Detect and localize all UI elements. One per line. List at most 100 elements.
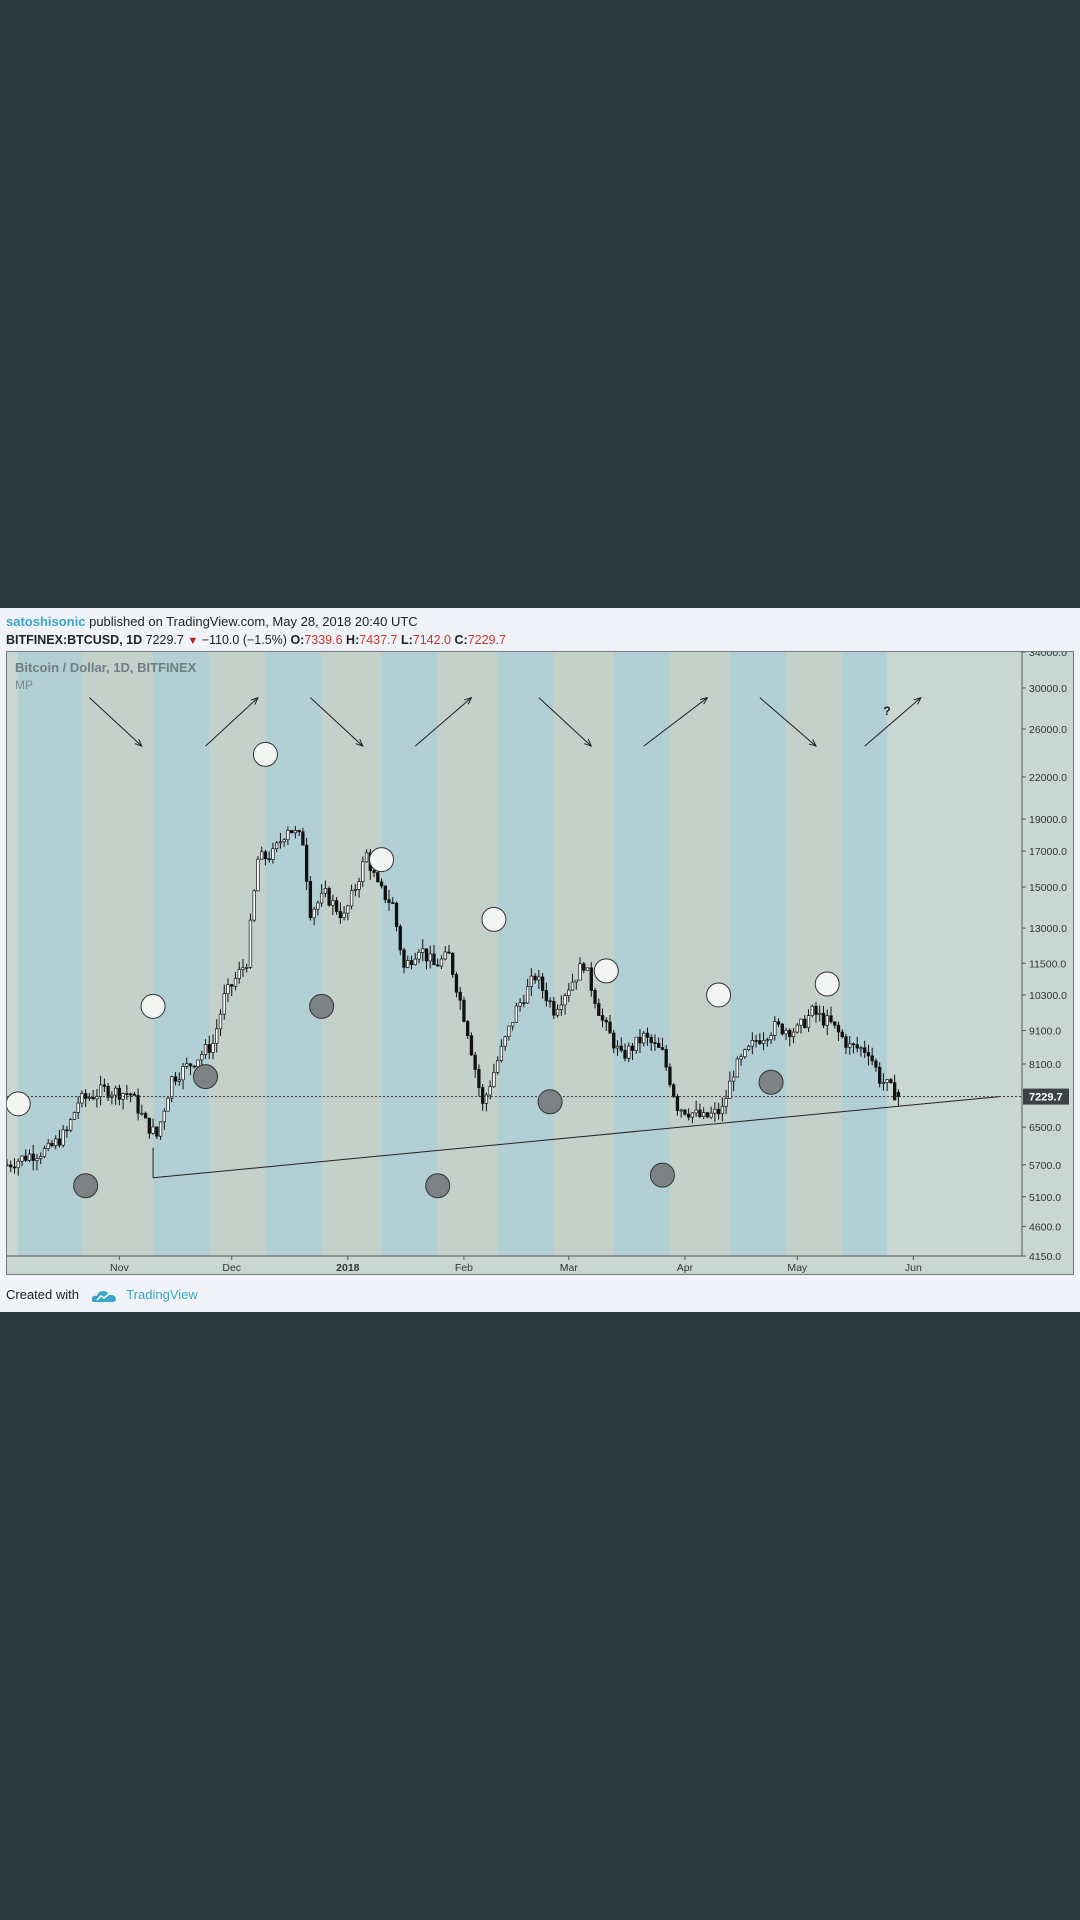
background-band: [786, 652, 843, 1256]
price-tick-label: 19000.0: [1029, 814, 1067, 826]
candle-body: [600, 1015, 605, 1021]
candle-body: [458, 991, 462, 1001]
candle-body: [222, 993, 226, 1015]
candle-body: [885, 1079, 889, 1083]
candle-body: [855, 1044, 859, 1049]
candle-body: [413, 958, 417, 965]
candle-body: [582, 963, 586, 971]
candle-body: [69, 1119, 73, 1131]
candle-body: [271, 848, 275, 860]
candle-body: [840, 1031, 844, 1038]
candle-body: [252, 890, 256, 921]
candle-body: [248, 919, 253, 968]
candle-body: [203, 1044, 208, 1055]
candle-body: [155, 1126, 159, 1137]
candle-body: [705, 1112, 710, 1118]
candle-body: [447, 951, 451, 954]
candle-body: [207, 1044, 211, 1053]
candle-body: [125, 1093, 129, 1095]
trend-arrow: [864, 698, 921, 747]
candle-body: [499, 1045, 504, 1061]
candle-body: [604, 1019, 608, 1023]
candle-body: [664, 1049, 668, 1068]
background-band: [437, 652, 498, 1256]
candle-body: [312, 908, 316, 919]
candle-body: [462, 999, 466, 1022]
candle-body: [836, 1024, 841, 1033]
candle-body: [739, 1056, 743, 1060]
price-tick-label: 17000.0: [1029, 846, 1067, 858]
candle-body: [844, 1036, 848, 1048]
candle-body: [803, 1018, 807, 1028]
candle-body: [593, 990, 597, 1004]
background-band: [729, 652, 787, 1256]
time-tick-label: Mar: [560, 1262, 579, 1274]
candle-body: [495, 1060, 500, 1073]
author-link[interactable]: satoshisonic: [6, 614, 86, 629]
price-tick-label: 4600.0: [1029, 1221, 1061, 1233]
candle-body: [316, 902, 320, 910]
candle-body: [559, 1004, 563, 1010]
background-band: [553, 652, 614, 1256]
open-value: 7339.6: [304, 633, 343, 647]
down-arrow-icon: ▼: [187, 635, 199, 647]
candle-body: [398, 926, 402, 951]
candle-body: [492, 1072, 496, 1088]
candle-body: [65, 1129, 69, 1132]
candle-body: [522, 1002, 526, 1004]
candle-body: [304, 844, 309, 882]
candle-body: [39, 1156, 43, 1159]
candle-body: [484, 1094, 489, 1104]
price-chart[interactable]: ? 34000.0 30000.0 26000.0 22000.0 19000.0 1700…: [7, 652, 1074, 1275]
candle-body: [630, 1045, 635, 1051]
candle-body: [98, 1084, 103, 1097]
chart-area[interactable]: ? 34000.0 30000.0 26000.0 22000.0 19000.0 1700…: [6, 651, 1074, 1275]
trend-arrow: [89, 697, 141, 746]
low-value: 7142.0: [412, 633, 452, 647]
candle-body: [331, 900, 335, 906]
price-tick-label: 5700.0: [1029, 1160, 1061, 1172]
candle-body: [334, 900, 339, 912]
price-tick-label: 34000.0: [1029, 652, 1067, 659]
candle-body: [623, 1049, 627, 1059]
candle-body: [170, 1076, 174, 1099]
time-tick-label: 2018: [336, 1262, 360, 1274]
candle-body: [716, 1108, 721, 1115]
candle-body: [57, 1138, 62, 1146]
footer: Created with TradingView: [6, 1285, 198, 1305]
candle-body: [525, 986, 530, 1004]
price-tick-label: 30000.0: [1029, 683, 1067, 695]
background-band: [842, 652, 888, 1256]
candle-body: [46, 1142, 50, 1149]
candle-body: [188, 1063, 193, 1067]
candle-body: [451, 952, 455, 975]
top-marker-circle: [593, 958, 619, 984]
bottom-marker-circle: [193, 1064, 219, 1090]
candle-body: [780, 1023, 784, 1035]
candle-body: [851, 1043, 856, 1046]
candle-body: [301, 831, 305, 846]
candle-body: [387, 899, 391, 903]
candle-body: [439, 958, 444, 967]
candle-body: [709, 1112, 713, 1118]
time-tick-label: Apr: [677, 1262, 694, 1274]
candle-body: [488, 1086, 492, 1096]
candle-body: [357, 881, 361, 890]
top-marker-circle: [7, 1091, 31, 1117]
candle-body: [563, 995, 567, 1006]
candle-body: [376, 872, 380, 883]
tradingview-link[interactable]: TradingView: [126, 1287, 198, 1302]
candle-body: [683, 1109, 687, 1115]
open-label: O:: [290, 633, 305, 647]
candle-body: [893, 1082, 897, 1101]
candle-body: [31, 1153, 35, 1161]
candle-body: [769, 1035, 773, 1041]
candle-body: [657, 1042, 661, 1048]
candle-body: [113, 1087, 118, 1096]
candle-body: [754, 1040, 758, 1042]
price-tick-label: 4150.0: [1029, 1251, 1061, 1263]
candle-body: [642, 1032, 646, 1044]
candle-body: [795, 1024, 799, 1033]
candle-body: [548, 1000, 552, 1003]
time-tick-label: Nov: [110, 1262, 129, 1274]
